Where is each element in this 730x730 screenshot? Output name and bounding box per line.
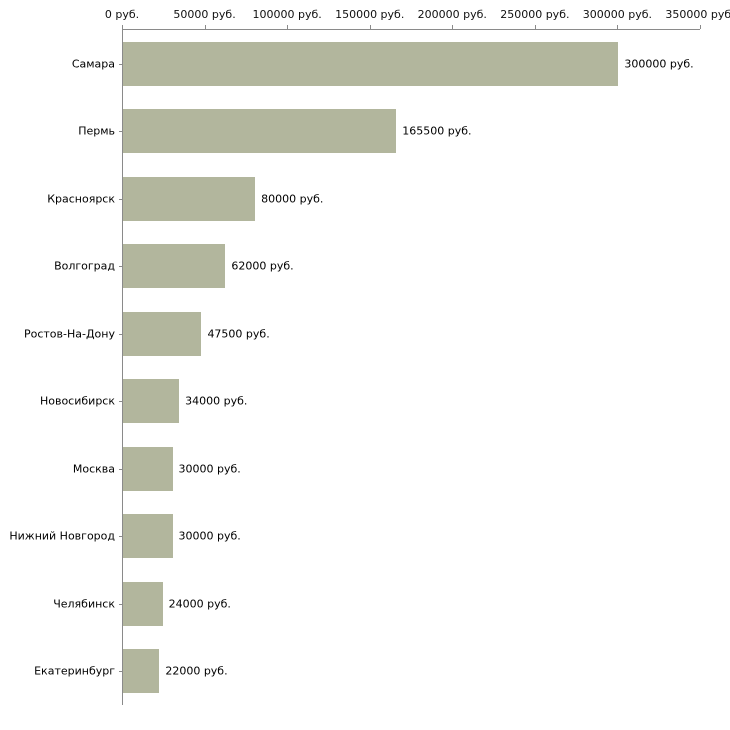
bar xyxy=(123,446,173,491)
y-tick-mark xyxy=(119,401,123,403)
y-tick-mark xyxy=(119,468,123,470)
bar xyxy=(123,176,256,221)
x-tick-label: 50000 руб. xyxy=(173,8,236,21)
x-tick-mark xyxy=(204,25,206,29)
bar-row: Волгоград 62000 руб. xyxy=(54,233,701,301)
category-label: Пермь xyxy=(78,124,115,138)
bar-row: Новосибирск 34000 руб. xyxy=(40,368,701,436)
x-tick-mark xyxy=(369,25,371,29)
x-tick-mark xyxy=(122,25,123,29)
bar-row: Самара 300000 руб. xyxy=(72,30,701,98)
value-label: 34000 руб. xyxy=(185,394,248,408)
x-tick-mark xyxy=(287,25,289,29)
bar xyxy=(123,109,397,154)
x-tick-mark xyxy=(534,25,536,29)
x-tick-label: 300000 руб. xyxy=(582,8,653,21)
bar xyxy=(123,311,202,356)
bar-row: Екатеринбург 22000 руб. xyxy=(34,638,701,706)
value-label: 22000 руб. xyxy=(165,664,228,678)
value-label: 24000 руб. xyxy=(168,597,231,611)
value-label: 30000 руб. xyxy=(178,529,241,543)
plot-area: Самара 300000 руб. Пермь 165500 руб. Красноя… xyxy=(9,30,701,706)
value-label: 30000 руб. xyxy=(178,462,241,476)
bar xyxy=(123,514,173,559)
bar-row: Ростов-На-Дону 47500 руб. xyxy=(24,300,701,368)
y-tick-mark xyxy=(119,536,123,538)
y-tick-mark xyxy=(119,198,123,200)
category-label: Новосибирск xyxy=(39,394,115,408)
bar-row: Красноярск 80000 руб. xyxy=(47,165,701,233)
bar-row: Челябинск 24000 руб. xyxy=(53,570,701,638)
bar-row: Пермь 165500 руб. xyxy=(78,98,701,166)
x-tick-mark xyxy=(452,25,454,29)
x-tick-label: 100000 руб. xyxy=(252,8,322,21)
x-tick-label: 200000 руб. xyxy=(417,8,487,21)
value-label: 165500 руб. xyxy=(402,124,472,138)
bar-row: Нижний Новгород 30000 руб. xyxy=(9,503,701,571)
bar xyxy=(123,379,180,424)
x-axis: 0 руб. 50000 руб. 100000 руб. 150000 руб. 20… xyxy=(105,0,730,30)
x-tick-mark xyxy=(617,25,619,29)
bar-row: Москва 30000 руб. xyxy=(73,435,701,503)
category-label: Самара xyxy=(71,57,115,71)
x-tick-label: 150000 руб. xyxy=(335,8,405,21)
y-tick-mark xyxy=(119,671,123,673)
y-tick-mark xyxy=(119,266,123,268)
bar xyxy=(123,41,619,86)
y-tick-mark xyxy=(119,131,123,133)
category-label: Волгоград xyxy=(54,259,115,273)
y-tick-mark xyxy=(119,63,123,65)
y-tick-mark xyxy=(119,333,123,335)
x-tick-label: 250000 руб. xyxy=(500,8,570,21)
category-label: Ростов-На-Дону xyxy=(23,327,115,341)
x-tick-mark xyxy=(700,25,701,29)
x-tick-label: 350000 руб. xyxy=(665,8,730,21)
category-label: Нижний Новгород xyxy=(9,529,115,543)
category-label: Москва xyxy=(72,462,115,476)
value-label: 62000 руб. xyxy=(231,259,294,273)
bar xyxy=(123,244,226,289)
x-tick-label: 0 руб. xyxy=(104,8,140,21)
category-label: Екатеринбург xyxy=(34,664,115,678)
y-tick-mark xyxy=(119,603,123,605)
bar xyxy=(123,581,163,626)
category-label: Красноярск xyxy=(47,192,115,206)
bar xyxy=(123,649,160,694)
value-label: 80000 руб. xyxy=(261,192,324,206)
category-label: Челябинск xyxy=(53,597,115,611)
value-label: 47500 руб. xyxy=(207,327,270,341)
value-label: 300000 руб. xyxy=(624,57,694,71)
